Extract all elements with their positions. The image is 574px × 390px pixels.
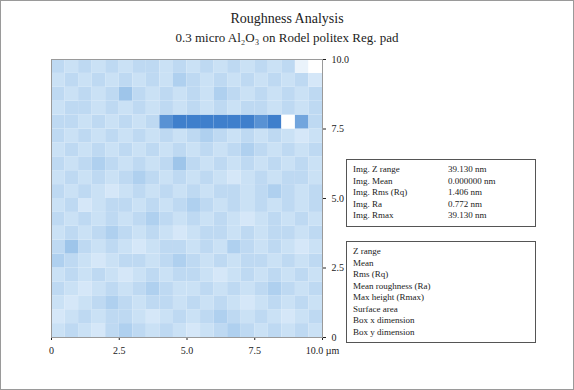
svg-text:2.5: 2.5: [113, 345, 126, 356]
html-text:Mean roughness (Ra): Mean roughness (Ra): [353, 280, 431, 291]
html-text:0.3 micro Al₂O₃ on Rodel polit: 0.3 micro Al₂O₃ on Rodel politex Reg. pa…: [175, 30, 399, 45]
html-text:0.000000 nm: 0.000000 nm: [448, 175, 496, 186]
svg-text:0: 0: [49, 345, 54, 356]
html-text:Img. Rms (Rq): Img. Rms (Rq): [353, 187, 408, 197]
svg-text:2.5: 2.5: [332, 262, 345, 273]
html-text:0.772 nm: 0.772 nm: [448, 198, 482, 209]
html-text:Img. Mean: Img. Mean: [353, 175, 393, 186]
html-text:Img. Z range: Img. Z range: [353, 164, 400, 174]
html-text:Img. Ra: Img. Ra: [353, 198, 382, 209]
svg-text:10.0: 10.0: [332, 54, 350, 65]
html-text:Img. Rmax: Img. Rmax: [353, 210, 394, 220]
html-text:Mean: Mean: [353, 257, 374, 268]
html-text:Box x dimension: Box x dimension: [353, 315, 415, 325]
html-text:Roughness Analysis: Roughness Analysis: [230, 11, 344, 26]
html-text:1.406 nm: 1.406 nm: [448, 187, 482, 197]
html-text:Box y dimension: Box y dimension: [353, 326, 415, 337]
html-text:Rms (Rq): Rms (Rq): [353, 269, 389, 279]
html-text:Max height (Rmax): Max height (Rmax): [353, 292, 424, 302]
html-text:Z range: Z range: [353, 246, 381, 256]
html-text:39.130 nm: 39.130 nm: [448, 210, 487, 220]
svg-text:0: 0: [332, 332, 337, 343]
svg-text:5.0: 5.0: [332, 193, 345, 204]
svg-text:10.0 µm: 10.0 µm: [306, 345, 340, 356]
svg-text:5.0: 5.0: [181, 345, 194, 356]
html-text:Surface area: Surface area: [353, 303, 398, 314]
svg-text:7.5: 7.5: [249, 345, 262, 356]
svg-text:7.5: 7.5: [332, 123, 345, 134]
html-text:39.130 nm: 39.130 nm: [448, 164, 487, 174]
